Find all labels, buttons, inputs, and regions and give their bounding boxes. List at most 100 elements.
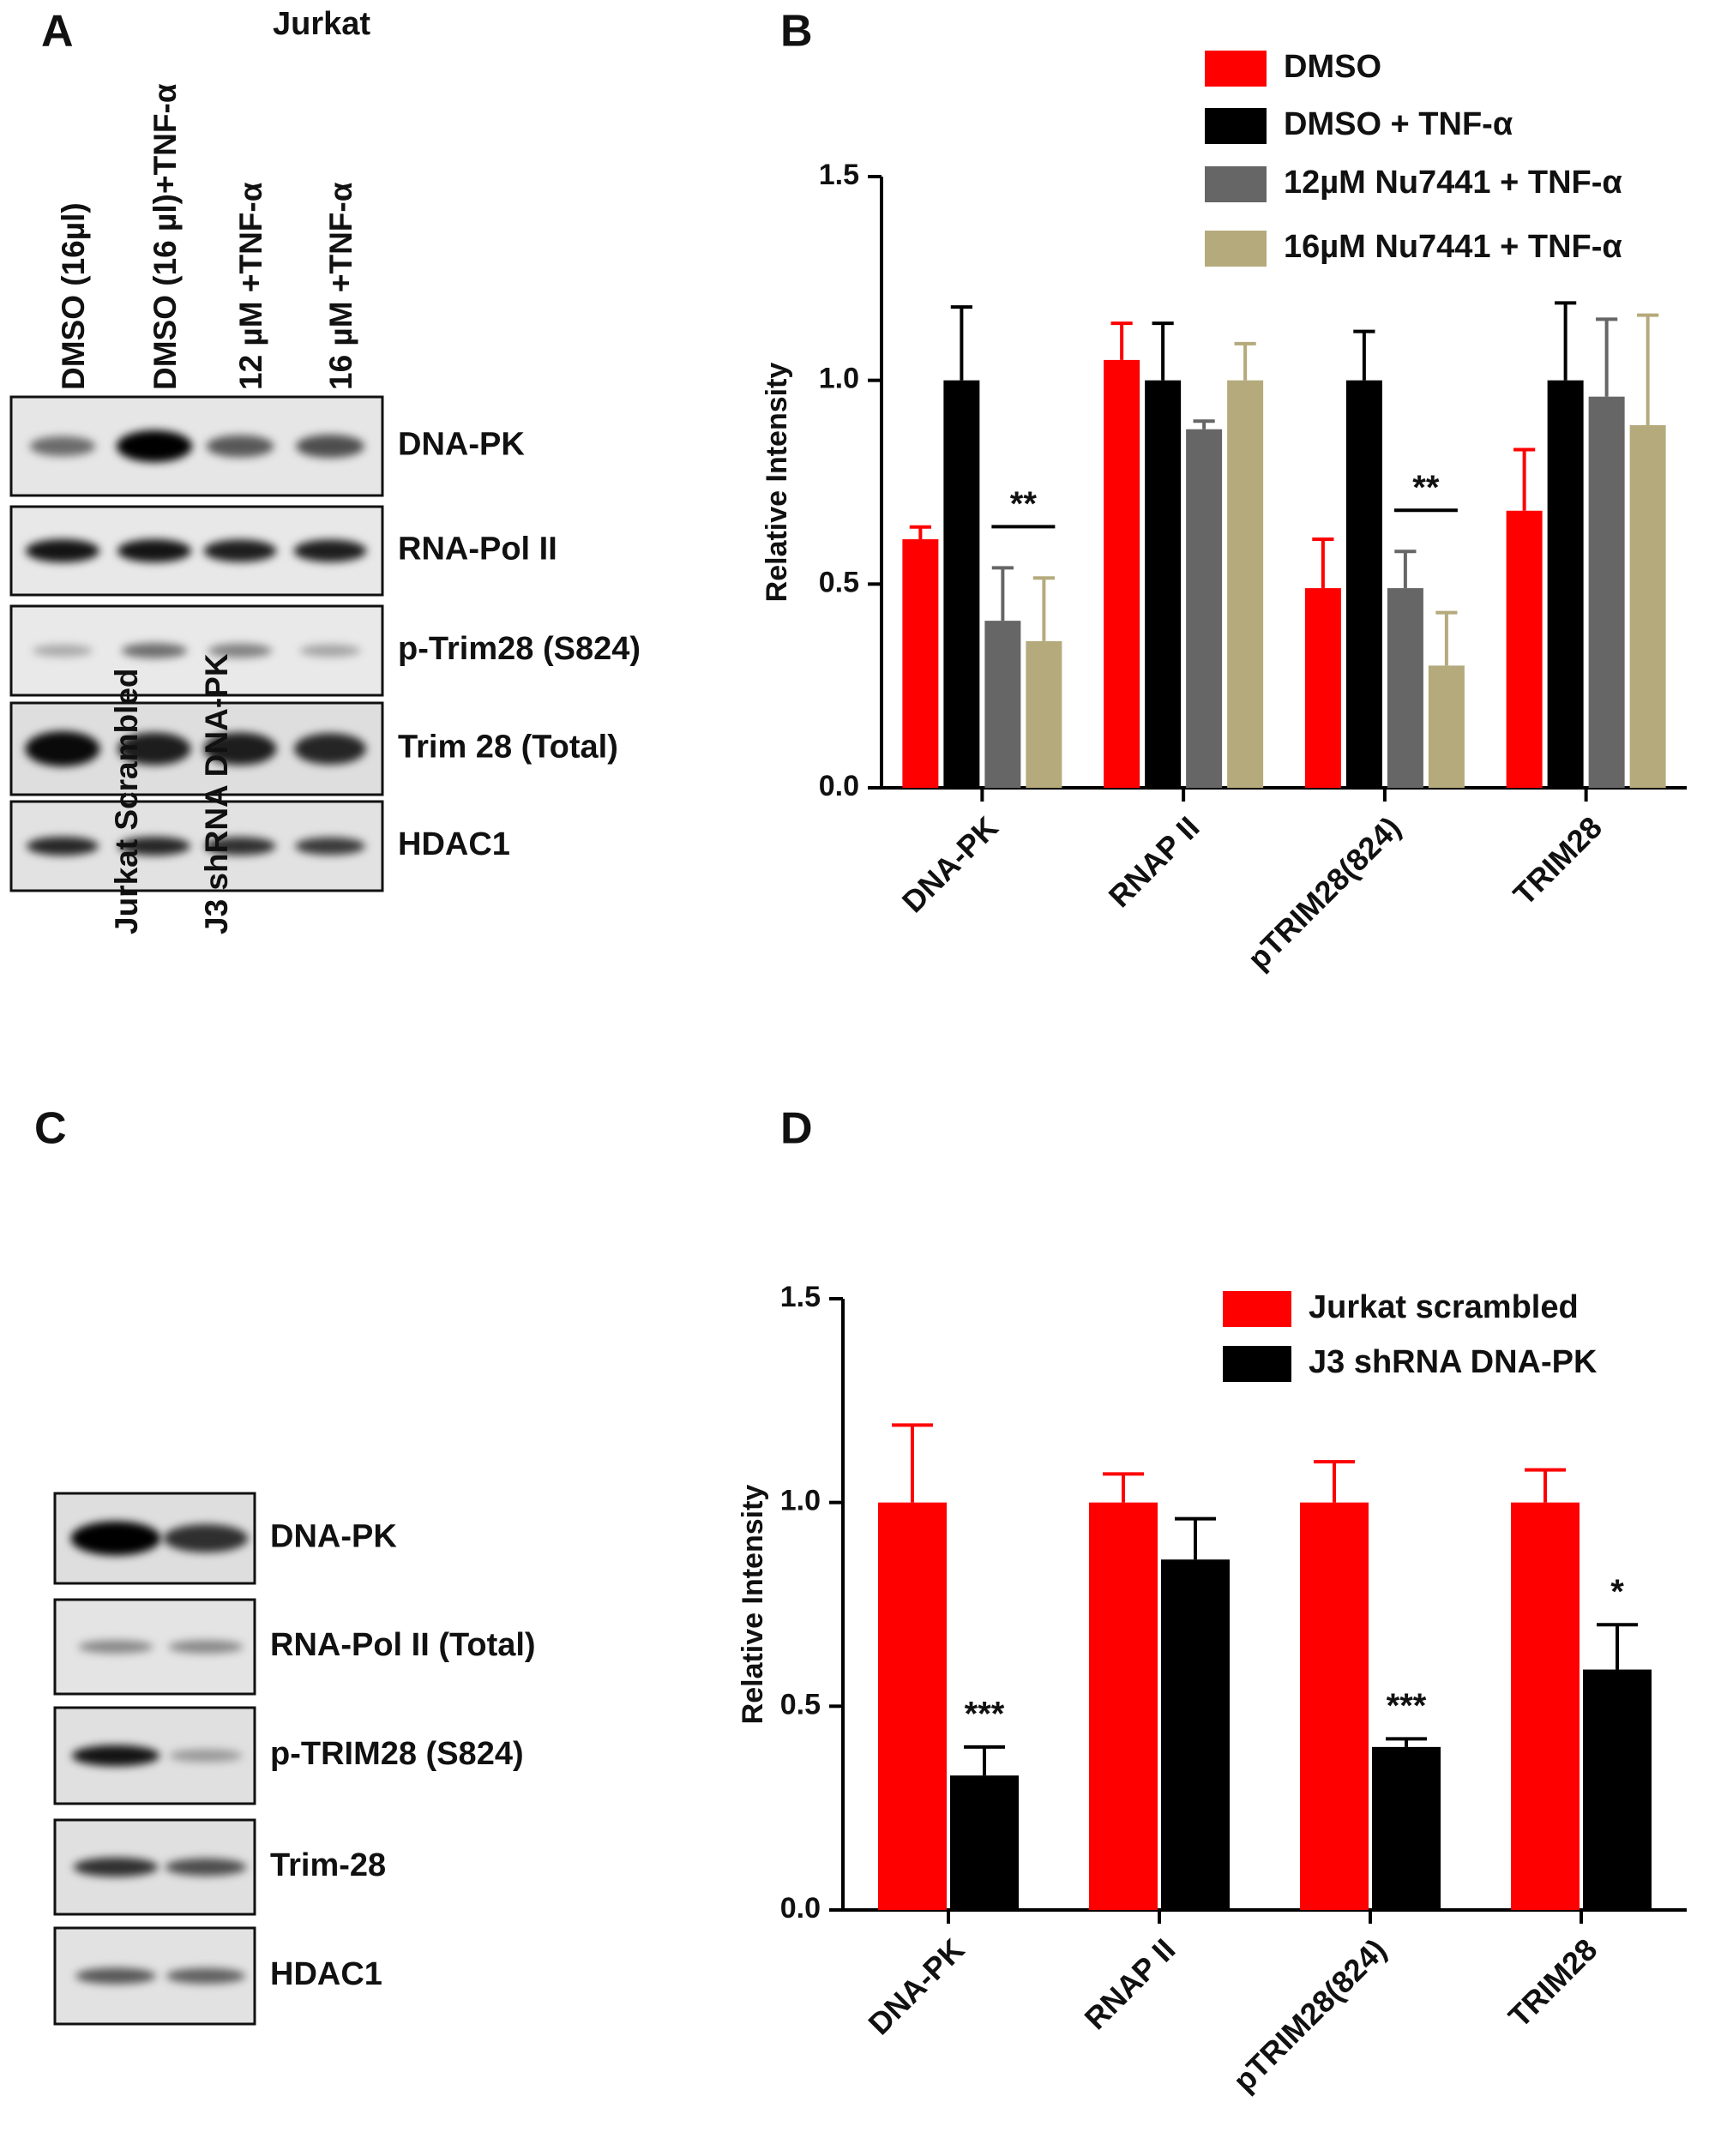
error-bar (1110, 321, 1133, 360)
significance-label: ** (1412, 469, 1440, 507)
x-tick-label: DNA-PK (861, 1931, 971, 2041)
blot-band (32, 645, 93, 657)
significance-label: *** (965, 1695, 1005, 1733)
blot-band (203, 539, 277, 562)
blot-band (294, 733, 366, 765)
legend-label: DMSO (1284, 49, 1381, 85)
y-tick-label: 0.0 (819, 770, 859, 802)
x-tick-label: TRIM28 (1501, 1931, 1604, 2034)
error-bar (892, 1423, 933, 1503)
significance-label: *** (1387, 1687, 1427, 1725)
bar (1428, 665, 1465, 788)
bar (1372, 1746, 1441, 1910)
bar (1161, 1559, 1230, 1910)
band-label: RNA-Pol II (Total) (270, 1627, 536, 1663)
panel-label: A (41, 7, 74, 57)
error-bar (991, 566, 1014, 622)
bar (1304, 588, 1341, 788)
blot-band (163, 1524, 249, 1552)
error-bar (1637, 313, 1659, 425)
legend-label: 16µM Nu7441 + TNF-α (1284, 229, 1622, 265)
error-bar (1597, 1623, 1638, 1670)
bar (950, 1775, 1019, 1910)
blot-band (116, 429, 193, 463)
bar (1227, 380, 1264, 788)
band-label: HDAC1 (398, 826, 510, 862)
error-bar (1394, 550, 1417, 589)
error-bar (1525, 1468, 1566, 1503)
legend-swatch (1223, 1291, 1291, 1327)
blot-band (29, 435, 96, 457)
y-tick-label: 0.5 (819, 566, 859, 598)
lane-label: Jurkat Scrambled (109, 668, 144, 934)
error-bar (1175, 1516, 1216, 1560)
legend-label: DMSO + TNF-α (1284, 106, 1513, 142)
y-tick-label: 0.0 (780, 1892, 821, 1925)
error-bar (1386, 1737, 1427, 1747)
error-bar (950, 305, 972, 381)
error-bar (1193, 419, 1215, 429)
bar (1345, 380, 1382, 788)
bar (1300, 1502, 1369, 1910)
bar (1547, 380, 1584, 788)
bar (984, 621, 1021, 788)
bar (1629, 424, 1666, 788)
bar (1186, 429, 1223, 788)
y-axis-label: Relative Intensity (761, 363, 793, 603)
error-bar (1314, 1460, 1355, 1503)
x-tick-label: RNAP II (1077, 1931, 1182, 2036)
y-tick-label: 1.0 (819, 363, 859, 395)
blot-band (204, 837, 276, 856)
x-tick-label: TRIM28 (1506, 809, 1609, 912)
panel-label: D (780, 1104, 813, 1154)
error-bar (1234, 341, 1256, 381)
error-bar (1103, 1472, 1144, 1503)
x-tick-label: pTRIM28(824) (1241, 809, 1407, 976)
blot-band (73, 1857, 159, 1877)
blot-band (168, 1640, 244, 1654)
error-bar (1435, 610, 1458, 666)
blot-band (25, 538, 100, 563)
significance-label: ** (1010, 485, 1038, 523)
legend-swatch (1205, 108, 1267, 144)
legend-swatch (1223, 1346, 1291, 1382)
error-bar (1032, 576, 1055, 641)
legend-label: J3 shRNA DNA-PK (1309, 1344, 1598, 1380)
lane-label: DMSO (16 µl)+TNF-α (147, 83, 183, 390)
blot-band (203, 732, 277, 766)
blot-band (78, 1640, 153, 1654)
band-label: RNA-Pol II (398, 531, 557, 568)
bar (1089, 1502, 1158, 1910)
blot-band (25, 730, 100, 767)
bar (1511, 1502, 1580, 1910)
blot-band (165, 1858, 247, 1877)
lane-label: 16 µM +TNF-α (323, 182, 358, 390)
cell-line-label: Jurkat (273, 6, 370, 42)
bar (1026, 640, 1062, 788)
legend-swatch (1205, 51, 1267, 87)
blot-band (208, 643, 273, 658)
blot-band (75, 1967, 156, 1985)
blot-band (299, 644, 361, 658)
y-axis-label: Relative Intensity (737, 1485, 769, 1725)
blot-band (117, 732, 191, 766)
blot-band (295, 837, 365, 856)
error-bar (1555, 301, 1577, 381)
bar (902, 539, 939, 788)
band-label: Trim 28 (Total) (398, 730, 618, 766)
band-label: p-TRIM28 (S824) (270, 1736, 524, 1772)
error-bar (1513, 447, 1536, 511)
band-label: DNA-PK (270, 1519, 397, 1555)
bar (943, 380, 980, 788)
band-label: Trim-28 (270, 1847, 386, 1883)
y-tick-label: 1.0 (780, 1485, 821, 1517)
panel-label: C (34, 1104, 67, 1154)
blot-band (71, 1745, 160, 1767)
x-tick-label: RNAP II (1102, 809, 1207, 914)
blot-band (117, 538, 192, 563)
bar (1145, 380, 1182, 788)
blot-band (296, 434, 364, 459)
bar (878, 1502, 947, 1910)
band-label: p-Trim28 (S824) (398, 631, 641, 667)
